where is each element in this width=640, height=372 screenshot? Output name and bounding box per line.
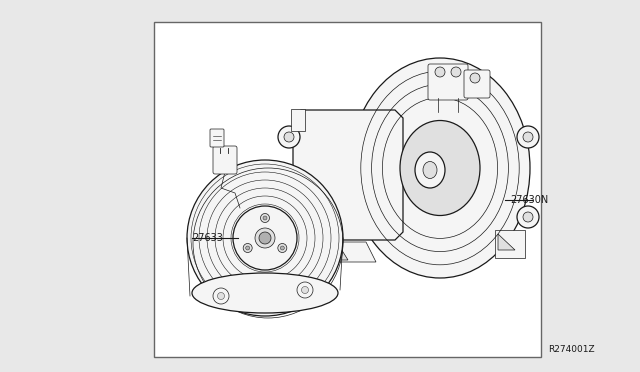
Ellipse shape (451, 67, 461, 77)
Polygon shape (498, 234, 515, 250)
Ellipse shape (350, 58, 530, 278)
Ellipse shape (415, 152, 445, 188)
Ellipse shape (517, 206, 539, 228)
Ellipse shape (263, 216, 267, 220)
Ellipse shape (284, 212, 294, 222)
Polygon shape (318, 242, 376, 262)
Ellipse shape (192, 273, 338, 313)
Ellipse shape (523, 132, 533, 142)
Ellipse shape (470, 73, 480, 83)
Ellipse shape (423, 161, 437, 179)
Ellipse shape (278, 206, 300, 228)
FancyBboxPatch shape (428, 64, 468, 100)
Polygon shape (495, 230, 525, 258)
FancyBboxPatch shape (291, 109, 305, 131)
Ellipse shape (301, 286, 308, 294)
Ellipse shape (278, 244, 287, 253)
Text: 27633: 27633 (192, 233, 223, 243)
Ellipse shape (243, 244, 252, 253)
Ellipse shape (246, 246, 250, 250)
Ellipse shape (280, 246, 284, 250)
FancyBboxPatch shape (213, 146, 237, 174)
FancyBboxPatch shape (210, 129, 224, 147)
Ellipse shape (233, 206, 297, 270)
Ellipse shape (218, 292, 225, 299)
Ellipse shape (213, 288, 229, 304)
Ellipse shape (278, 126, 300, 148)
Ellipse shape (260, 214, 269, 222)
Ellipse shape (259, 232, 271, 244)
Polygon shape (328, 244, 348, 260)
Ellipse shape (187, 160, 343, 316)
Ellipse shape (400, 121, 480, 215)
Ellipse shape (255, 228, 275, 248)
Ellipse shape (435, 67, 445, 77)
Ellipse shape (517, 126, 539, 148)
FancyBboxPatch shape (464, 70, 490, 98)
Ellipse shape (523, 212, 533, 222)
Polygon shape (293, 110, 403, 240)
Text: R274001Z: R274001Z (548, 346, 595, 355)
Bar (154, 22, 541, 357)
Ellipse shape (297, 282, 313, 298)
Text: 27630N: 27630N (510, 195, 548, 205)
Ellipse shape (284, 132, 294, 142)
